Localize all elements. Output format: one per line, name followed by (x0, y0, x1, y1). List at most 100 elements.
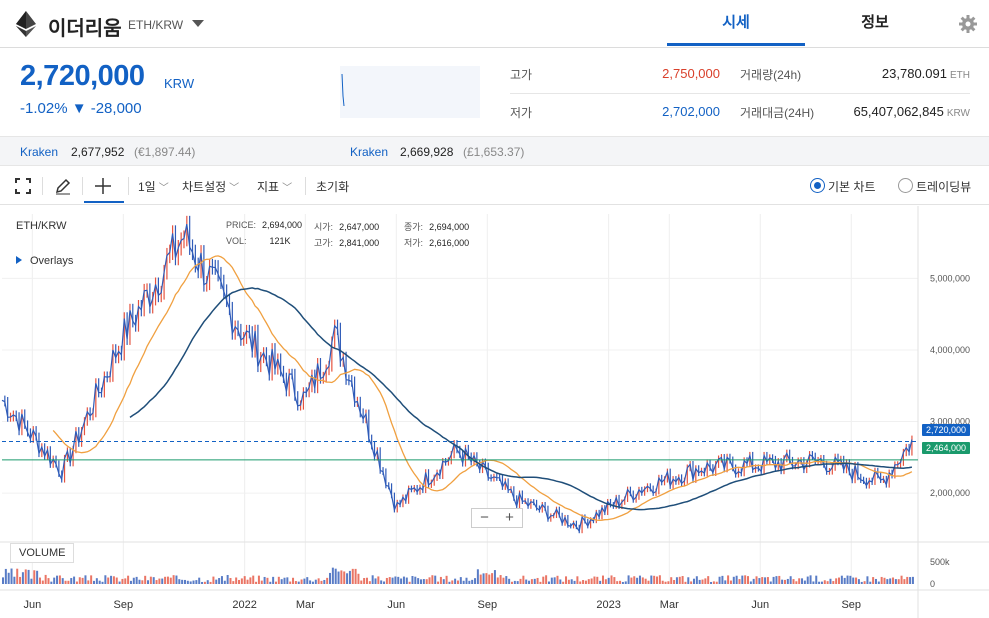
indicators-dropdown[interactable]: 지표 ﹀ (257, 178, 292, 195)
volume-bar (670, 577, 673, 584)
interval-dropdown[interactable]: 1일 ﹀ (138, 178, 169, 195)
chart-canvas[interactable]: Jun Sep 2022 Mar Jun Sep 2023 Mar Jun Sep 5,000,00… (0, 206, 989, 618)
volume-bar (127, 575, 130, 584)
last-price-tag: 2,720,000 (922, 424, 971, 436)
volume-bar (212, 576, 215, 584)
fullscreen-icon[interactable] (14, 177, 32, 195)
volume-bar (690, 581, 693, 584)
volume-bar (721, 575, 724, 584)
volume-bar (198, 577, 201, 584)
volume-bar (442, 579, 445, 584)
volume-bar (274, 581, 277, 584)
volume-bar (647, 580, 650, 584)
volume-bar (616, 581, 619, 584)
volume-bar (809, 575, 812, 584)
volume-bar (658, 575, 661, 584)
volume-bar (653, 575, 656, 584)
volume-bar (562, 581, 565, 584)
ohlc-low-value: 2,616,000 (429, 238, 470, 248)
volume-bar (138, 579, 141, 584)
ohlc-price: PRICE: 2,694,000 (226, 220, 302, 230)
volume-bar (300, 579, 303, 584)
volume-bar (357, 573, 360, 584)
tab-quote[interactable]: 시세 (667, 0, 805, 46)
volume-bar (567, 579, 570, 584)
volume-value: 23,780.091 ETH (800, 66, 970, 81)
volume-bar (675, 577, 678, 584)
chevron-down-icon[interactable] (192, 20, 204, 27)
volume-bar (906, 576, 909, 584)
volume-bar (735, 575, 738, 584)
volume-bar (701, 579, 704, 584)
tab-info[interactable]: 정보 (861, 14, 889, 31)
chart-settings-dropdown[interactable]: 차트설정 ﹀ (182, 178, 239, 195)
volume-bar (630, 577, 633, 584)
volume-bar (539, 581, 542, 584)
volume-bar (385, 577, 388, 584)
volume-bar (124, 578, 127, 584)
volume-bar (175, 575, 178, 584)
reset-button[interactable]: 초기화 (316, 180, 350, 194)
volume-bar (599, 580, 602, 584)
volume-bar (462, 580, 465, 584)
volume-bar (209, 581, 212, 584)
volume-bar (661, 580, 664, 584)
volume-bar (53, 577, 56, 584)
basic-chart-radio[interactable]: 기본 차트 (810, 178, 876, 195)
volume-bar (181, 579, 184, 584)
zoom-out-button[interactable]: − (480, 509, 489, 526)
volume-bar (499, 575, 502, 584)
volume-bar (73, 576, 76, 584)
ohlc-price-label: PRICE: (226, 220, 257, 230)
volume-bar (348, 570, 351, 584)
volume-bar (340, 570, 343, 584)
volume-bar (889, 578, 892, 584)
volume-bar (115, 577, 118, 584)
tradingview-radio[interactable]: 트레이딩뷰 (898, 178, 971, 195)
gear-icon[interactable] (958, 14, 978, 34)
volume-bar (829, 578, 832, 584)
volume-bar (95, 578, 98, 584)
zoom-in-button[interactable]: + (505, 509, 514, 526)
ohlc-close: 종가: 2,694,000 (404, 220, 469, 233)
volume-bar (798, 578, 801, 584)
coin-name[interactable]: 이더리움 (48, 18, 122, 40)
volume-bar (528, 580, 531, 584)
volume-bar (67, 580, 70, 584)
exchange-name[interactable]: Kraken (350, 145, 389, 159)
volume-bar (317, 578, 320, 584)
coin-pair[interactable]: ETH/KRW (128, 18, 184, 32)
volume-bar (30, 578, 33, 584)
volume-bar (84, 575, 87, 584)
exchange-name[interactable]: Kraken (20, 145, 59, 159)
volume-bar (621, 581, 624, 584)
crosshair-icon[interactable] (94, 177, 112, 195)
volume-bar (579, 581, 582, 584)
volume-bar (411, 575, 414, 584)
volume-bar (294, 581, 297, 584)
y-tick-label: 5,000,000 (930, 273, 970, 283)
volume-bar (718, 576, 721, 584)
volume-bar (13, 576, 16, 584)
volume-bar (92, 580, 95, 584)
volume-bar (183, 579, 186, 584)
volume-bar (644, 578, 647, 584)
volume-bar (513, 580, 516, 584)
price-chart[interactable]: Jun Sep 2022 Mar Jun Sep 2023 Mar Jun Sep 5,000,00… (0, 206, 989, 618)
volume-bar (806, 576, 809, 584)
volume-bar (303, 578, 306, 584)
volume-bar (570, 579, 573, 584)
overlays-toggle[interactable]: Overlays (16, 255, 73, 267)
volume-bar (792, 579, 795, 584)
volume-bar (786, 578, 789, 584)
ohlc-vol: VOL: 121K (226, 236, 291, 246)
pencil-icon[interactable] (54, 177, 72, 195)
volume-bar (684, 581, 687, 584)
volume-bar (911, 576, 914, 584)
volume-bar (121, 578, 124, 584)
volume-bar (164, 576, 167, 584)
volume-bar (158, 578, 161, 584)
header-bar: 이더리움 ETH/KRW 시세 정보 (0, 0, 989, 48)
volume-label[interactable]: VOLUME (10, 543, 75, 563)
volume-bar (687, 577, 690, 584)
